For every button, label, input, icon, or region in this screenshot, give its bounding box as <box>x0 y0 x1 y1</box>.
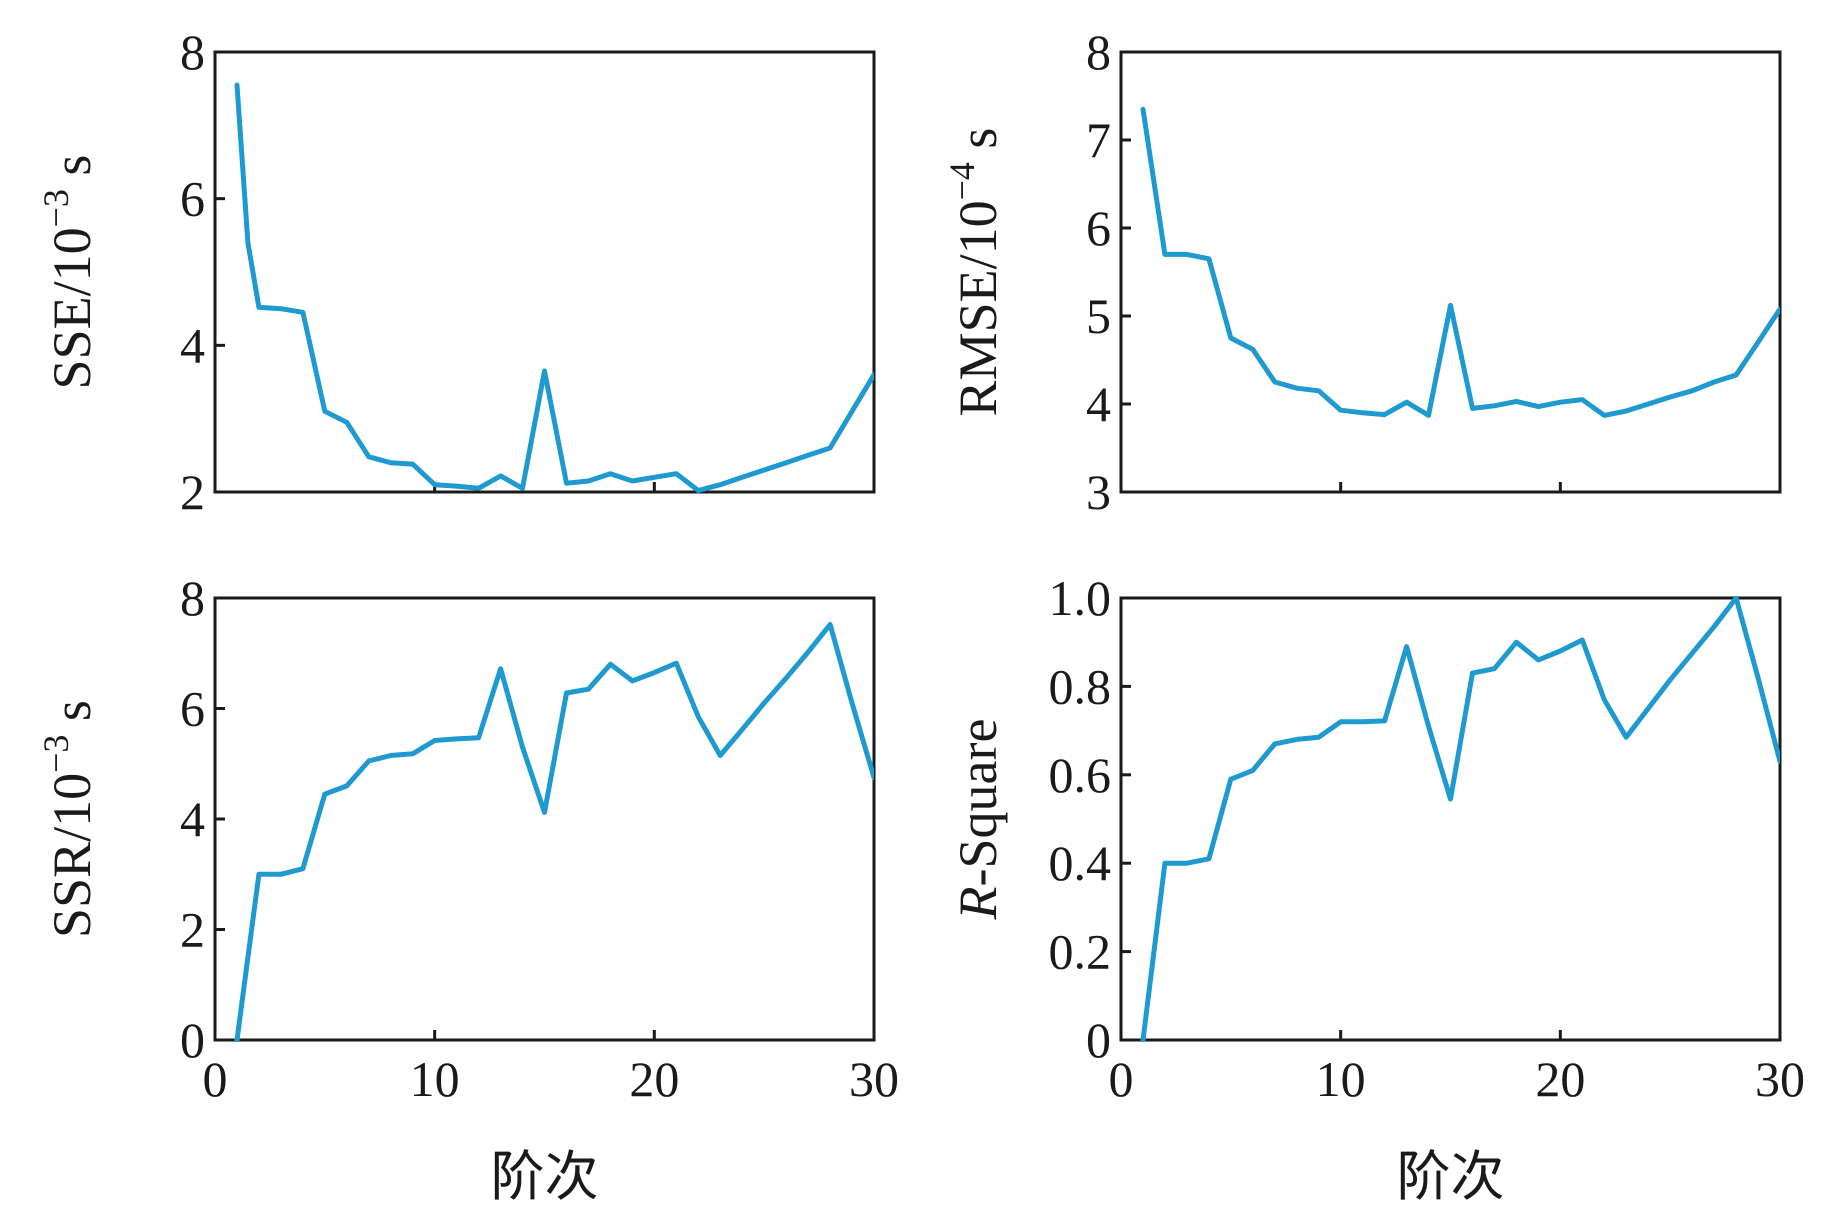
panel-rmse: 3 4 5 6 7 8 RMSE/10−4 s <box>942 24 1782 520</box>
series-line-ssr <box>234 622 874 1042</box>
x-tick-label: 0 <box>1109 1051 1134 1107</box>
y-tick-label: 4 <box>180 791 205 847</box>
y-tick-label: 0 <box>180 1012 205 1068</box>
y-tick-label: 8 <box>180 570 205 626</box>
plot-frame <box>213 50 876 494</box>
x-tick-label: 20 <box>629 1051 679 1107</box>
x-tick-label: 10 <box>410 1051 460 1107</box>
y-axis-label: R-Square <box>948 719 1008 921</box>
y-tick-label: 0.4 <box>1049 835 1112 891</box>
y-axis-label: RMSE/10−4 s <box>942 128 1008 417</box>
series-line-rmse <box>1140 106 1780 418</box>
y-tick-label: 0.6 <box>1049 747 1112 803</box>
y-tick-label: 8 <box>180 24 205 80</box>
y-tick-label: 0.8 <box>1049 658 1112 714</box>
series-line-r-square <box>1140 596 1780 1042</box>
x-tick-label: 30 <box>1755 1051 1805 1107</box>
y-axis-label: SSR/10−3 s <box>36 700 102 938</box>
y-tick-label: 2 <box>180 464 205 520</box>
y-tick-label: 1.0 <box>1049 570 1112 626</box>
plot-frame <box>213 596 876 1042</box>
x-tick-label: 10 <box>1316 1051 1366 1107</box>
y-tick-label: 6 <box>180 681 205 737</box>
panel-ssr: 0 2 4 6 8 0 10 20 30 阶次 SSR/10−3 s <box>36 570 899 1207</box>
x-axis-label: 阶次 <box>1397 1147 1505 1207</box>
y-tick-label: 6 <box>180 171 205 227</box>
y-tick-label: 0.2 <box>1049 924 1112 980</box>
plot-frame <box>1119 50 1782 494</box>
y-tick-label: 2 <box>180 902 205 958</box>
x-tick-label: 30 <box>849 1051 899 1107</box>
series-line-sse <box>234 82 874 493</box>
x-tick-label: 20 <box>1535 1051 1585 1107</box>
panel-r-square: 0 0.2 0.4 0.6 0.8 1.0 0 10 20 30 阶次 R-Square <box>948 570 1805 1207</box>
y-tick-label: 0 <box>1086 1012 1111 1068</box>
y-tick-label: 5 <box>1086 288 1111 344</box>
panel-sse: 2 4 6 8 SSE/10−3 s <box>36 24 876 520</box>
x-axis-label: 阶次 <box>491 1147 599 1207</box>
y-tick-label: 4 <box>1086 376 1111 432</box>
plot-frame <box>1119 596 1782 1042</box>
x-tick-label: 0 <box>203 1051 228 1107</box>
y-tick-label: 8 <box>1086 24 1111 80</box>
y-tick-label: 7 <box>1086 112 1111 168</box>
y-tick-label: 3 <box>1086 464 1111 520</box>
y-tick-label: 4 <box>180 317 205 373</box>
y-tick-label: 6 <box>1086 200 1111 256</box>
y-axis-label: SSE/10−3 s <box>36 155 102 390</box>
